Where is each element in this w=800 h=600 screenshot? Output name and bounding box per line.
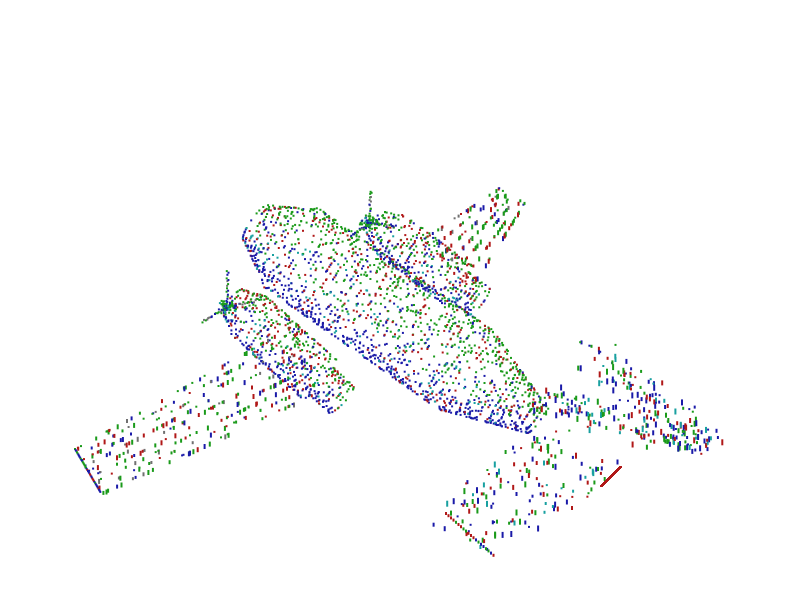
- left-wingtip: [74, 448, 102, 493]
- right-engine-nacelle: [365, 211, 491, 316]
- tail-assembly: [432, 340, 724, 557]
- left-propeller: [201, 270, 263, 324]
- right-propeller: [350, 190, 397, 238]
- left-wing: [76, 322, 320, 495]
- left-engine-nacelle: [221, 288, 355, 414]
- fuselage: [241, 204, 548, 434]
- right-wing: [421, 187, 526, 290]
